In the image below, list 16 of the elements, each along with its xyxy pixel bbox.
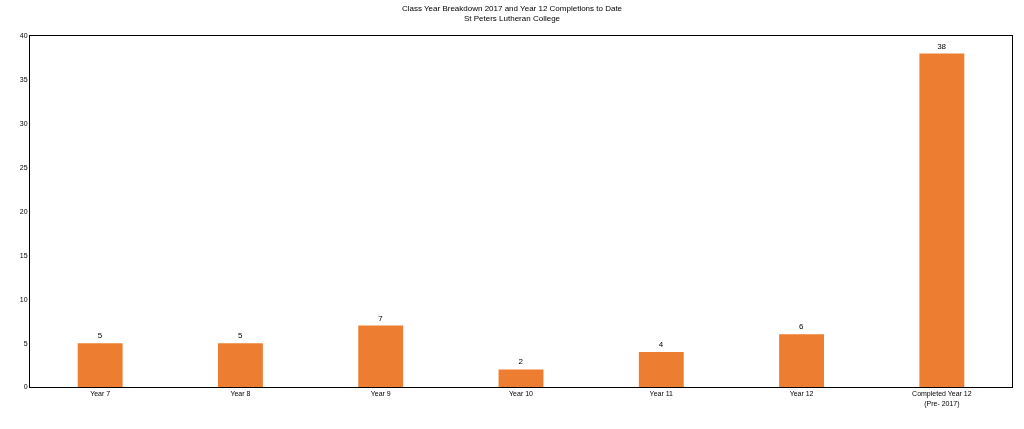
data-label: 4 bbox=[658, 339, 664, 349]
data-label: 38 bbox=[937, 41, 947, 51]
data-label: 5 bbox=[237, 331, 243, 341]
bar bbox=[77, 343, 123, 387]
bar bbox=[638, 351, 684, 387]
bar bbox=[498, 369, 544, 387]
data-label: 6 bbox=[799, 322, 805, 332]
data-label: 5 bbox=[97, 331, 103, 341]
chart-title: Class Year Breakdown 2017 and Year 12 Completions to Date bbox=[401, 3, 623, 13]
bar bbox=[919, 53, 965, 387]
data-label: 7 bbox=[378, 313, 384, 323]
bar bbox=[779, 334, 825, 387]
data-label: 2 bbox=[518, 357, 524, 367]
bar bbox=[358, 325, 404, 387]
chart-subtitle: St Peters Lutheran College bbox=[463, 14, 561, 24]
bar bbox=[217, 343, 263, 387]
